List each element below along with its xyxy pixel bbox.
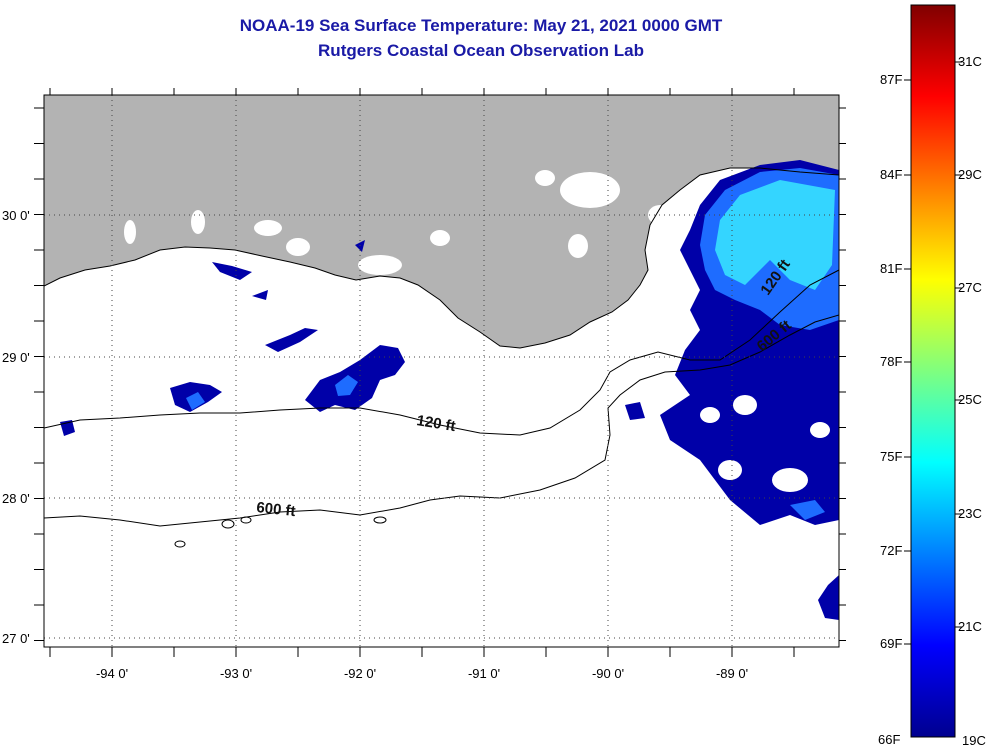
cbar-label-75f: 75F xyxy=(880,449,902,464)
cbar-label-23c: 23C xyxy=(958,506,982,521)
contour-120ft xyxy=(44,269,839,436)
lat-label-30: 30 0' xyxy=(2,208,30,223)
lon-label-92: -92 0' xyxy=(344,666,376,681)
lat-label-28: 28 0' xyxy=(2,491,30,506)
lake xyxy=(191,210,205,234)
cbar-label-66f: 66F xyxy=(878,732,900,747)
map-subtitle: Rutgers Coastal Ocean Observation Lab xyxy=(318,41,644,60)
sst-east-region xyxy=(625,160,839,620)
cbar-label-27c: 27C xyxy=(958,280,982,295)
contour-island xyxy=(373,516,387,524)
cloud xyxy=(718,460,742,480)
contour-island xyxy=(221,519,235,529)
lat-label-27: 27 0' xyxy=(2,631,30,646)
colorbar xyxy=(910,4,956,738)
lake xyxy=(560,172,620,208)
cloud xyxy=(700,407,720,423)
contour-label-600ft: 600 ft xyxy=(256,499,297,520)
lake xyxy=(358,255,402,275)
coastline xyxy=(44,167,839,349)
cbar-label-87f: 87F xyxy=(880,72,902,87)
lat-label-29: 29 0' xyxy=(2,350,30,365)
lake xyxy=(254,220,282,236)
lon-label-91: -91 0' xyxy=(468,666,500,681)
cbar-label-81f: 81F xyxy=(880,261,902,276)
lon-label-89: -89 0' xyxy=(716,666,748,681)
colorbar-ticks xyxy=(904,61,962,645)
contour-label-120ft: 120 ft xyxy=(415,412,456,435)
cloud xyxy=(772,468,808,492)
contour-island xyxy=(174,540,186,548)
lake xyxy=(430,230,450,246)
cbar-label-29c: 29C xyxy=(958,167,982,182)
axis-ticks xyxy=(34,88,846,657)
contour-island xyxy=(240,516,252,524)
cbar-label-69f: 69F xyxy=(880,636,902,651)
cloud xyxy=(810,422,830,438)
cbar-label-31c: 31C xyxy=(958,54,982,69)
lake xyxy=(535,170,555,186)
cbar-label-19c: 19C xyxy=(962,733,986,748)
map-title: NOAA-19 Sea Surface Temperature: May 21,… xyxy=(239,16,723,35)
cbar-label-21c: 21C xyxy=(958,619,982,634)
map-frame xyxy=(43,94,840,648)
cbar-label-84f: 84F xyxy=(880,167,902,182)
lake xyxy=(286,238,310,256)
lake xyxy=(124,220,136,244)
land-mass xyxy=(44,95,839,348)
lon-label-93: -93 0' xyxy=(220,666,252,681)
lon-label-90: -90 0' xyxy=(592,666,624,681)
lake xyxy=(568,234,588,258)
lon-label-94: -94 0' xyxy=(96,666,128,681)
cloud xyxy=(733,395,757,415)
sst-west-patches xyxy=(60,240,405,436)
cbar-label-72f: 72F xyxy=(880,543,902,558)
cbar-label-78f: 78F xyxy=(880,354,902,369)
cbar-label-25c: 25C xyxy=(958,392,982,407)
contour-600ft xyxy=(44,314,839,527)
graticule xyxy=(44,95,839,647)
